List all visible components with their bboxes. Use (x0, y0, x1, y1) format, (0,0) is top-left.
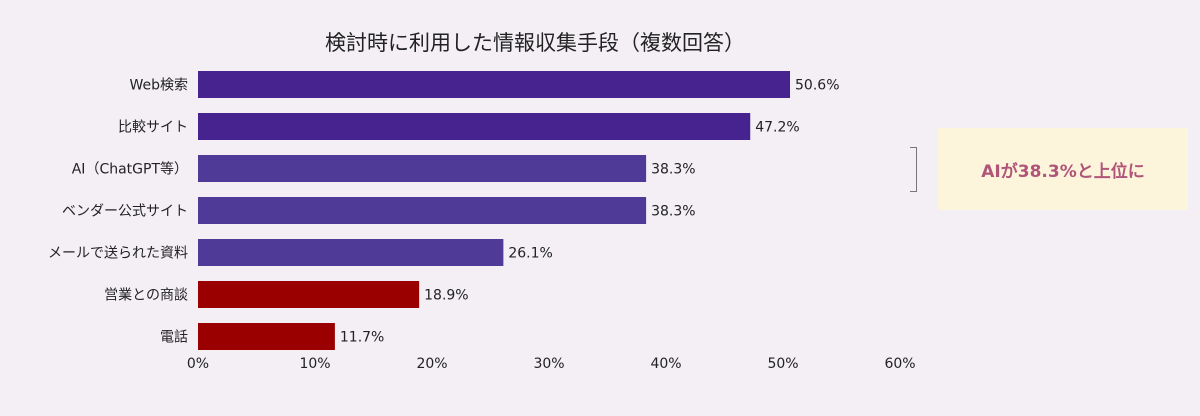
category-label: 電話 (160, 329, 188, 346)
category-label: AI（ChatGPT等） (72, 161, 188, 178)
x-tick-label: 0% (187, 356, 209, 372)
x-tick-label: 10% (299, 356, 330, 372)
x-tick-label: 20% (416, 356, 447, 372)
value-label: 50.6% (795, 78, 839, 94)
x-tick-label: 30% (533, 356, 564, 372)
bar (198, 155, 647, 182)
value-label: 47.2% (755, 120, 799, 136)
value-label: 38.3% (651, 204, 695, 220)
chart-title: 検討時に利用した情報収集手段（複数回答） (325, 31, 745, 55)
x-tick-label: 50% (767, 356, 798, 372)
value-label: 38.3% (651, 162, 695, 178)
category-label: 営業との商談 (104, 288, 188, 304)
category-label: ベンダー公式サイト (62, 204, 188, 220)
value-label: 11.7% (340, 330, 384, 346)
bars-group (198, 71, 791, 350)
bar (198, 323, 335, 350)
x-axis-ticks: 0% 10% 20% 30% 40% 50% 60% (187, 356, 916, 372)
category-label: メールで送られた資料 (48, 246, 188, 262)
value-label: 26.1% (508, 246, 552, 262)
x-tick-label: 40% (650, 356, 681, 372)
bar (198, 71, 791, 98)
callout-text: AIが38.3%と上位に (981, 161, 1145, 182)
bar (198, 281, 420, 308)
bar (198, 197, 647, 224)
category-label: Web検索 (129, 77, 188, 94)
bar (198, 239, 504, 266)
callout-bracket (910, 147, 917, 192)
x-tick-label: 60% (884, 356, 915, 372)
value-label: 18.9% (424, 288, 468, 304)
value-labels: 50.6% 47.2% 38.3% 38.3% 26.1% 18.9% 11.7% (340, 78, 840, 346)
category-label: 比較サイト (118, 120, 188, 136)
callout-box: AIが38.3%と上位に (938, 128, 1188, 210)
bar (198, 113, 751, 140)
